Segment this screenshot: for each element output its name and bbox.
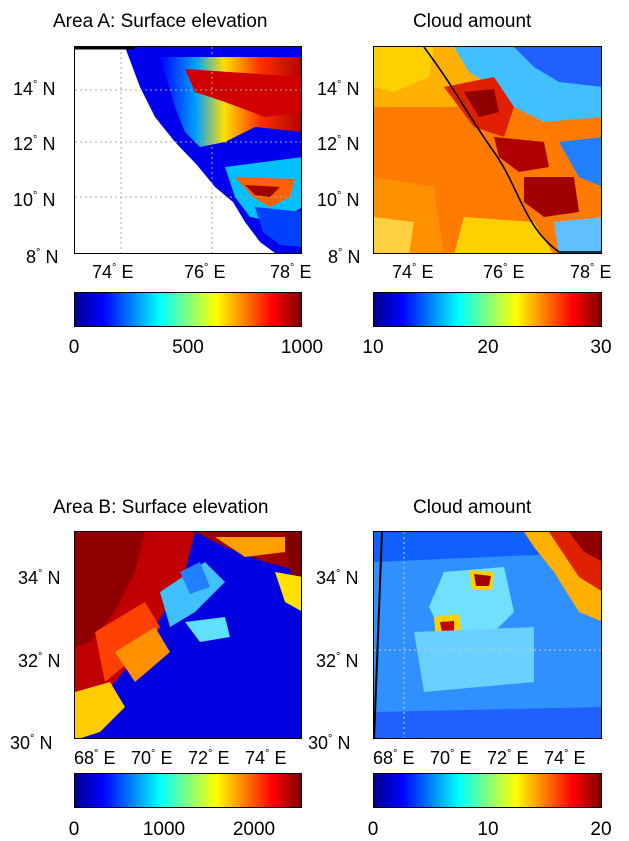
area-b-elevation-colorbar	[74, 773, 302, 808]
area-a-elev-lat-tick: 8° N	[26, 247, 59, 267]
colorbar-label: 500	[172, 337, 204, 358]
area-b-elevation-map	[74, 531, 302, 739]
colorbar-label: 2000	[232, 819, 276, 840]
area-b-elevation-title: Area B: Surface elevation	[53, 497, 269, 518]
area-a-elev-lon-tick: 78° E	[270, 262, 312, 282]
area-b-elev-lat-tick: 30° N	[10, 733, 53, 753]
area-b-cloud-lon-tick: 74° E	[544, 748, 586, 768]
colorbar-label: 1000	[280, 337, 324, 358]
area-a-elev-lon-tick: 74° E	[92, 262, 134, 282]
area-a-cloud-colorbar	[373, 292, 602, 327]
area-b-elev-lon-tick: 68° E	[74, 748, 116, 768]
area-b-elev-lon-tick: 74° E	[245, 748, 287, 768]
area-a-elevation-map	[74, 46, 302, 254]
area-b-elev-lon-tick: 70° E	[131, 748, 173, 768]
area-a-cloud-lat-tick: 10° N	[317, 190, 360, 210]
area-b-cloud-lon-tick: 70° E	[430, 748, 472, 768]
area-b-cloud-colorbar	[373, 773, 602, 808]
area-a-cloud-title: Cloud amount	[413, 11, 532, 32]
colorbar-label: 30	[590, 337, 612, 358]
area-b-cloud-lat-tick: 32° N	[316, 651, 359, 671]
colorbar-label: 20	[590, 819, 612, 840]
colorbar-label: 10	[477, 819, 499, 840]
area-b-cloud-lon-tick: 72° E	[487, 748, 529, 768]
colorbar-label: 1000	[142, 819, 186, 840]
area-b-cloud-lat-tick: 30° N	[308, 733, 351, 753]
area-a-elev-lon-tick: 76° E	[184, 262, 226, 282]
area-a-cloud-lon-tick: 78° E	[570, 262, 612, 282]
area-a-cloud-lat-tick: 8° N	[328, 247, 361, 267]
area-a-elevation-title: Area A: Surface elevation	[53, 11, 268, 32]
area-b-cloud-map	[373, 531, 602, 739]
area-a-cloud-lat-tick: 12° N	[317, 134, 360, 154]
area-a-cloud-lat-tick: 14° N	[317, 79, 360, 99]
colorbar-label: 0	[367, 819, 379, 840]
area-a-elev-lat-tick: 12° N	[13, 134, 56, 154]
colorbar-label: 20	[477, 337, 499, 358]
area-a-elev-lat-tick: 10° N	[13, 190, 56, 210]
colorbar-label: 0	[68, 819, 80, 840]
area-a-cloud-lon-tick: 74° E	[392, 262, 434, 282]
area-a-elev-lat-tick: 14° N	[13, 79, 56, 99]
area-a-cloud-lon-tick: 76° E	[483, 262, 525, 282]
area-b-cloud-lon-tick: 68° E	[373, 748, 415, 768]
area-a-cloud-map	[373, 46, 602, 254]
area-b-cloud-title: Cloud amount	[413, 497, 532, 518]
area-a-elevation-colorbar	[74, 292, 302, 327]
area-b-elev-lat-tick: 32° N	[18, 651, 61, 671]
area-b-cloud-lat-tick: 34° N	[316, 568, 359, 588]
colorbar-label: 10	[362, 337, 384, 358]
area-b-elev-lon-tick: 72° E	[188, 748, 230, 768]
colorbar-label: 0	[68, 337, 80, 358]
area-b-elev-lat-tick: 34° N	[18, 568, 61, 588]
